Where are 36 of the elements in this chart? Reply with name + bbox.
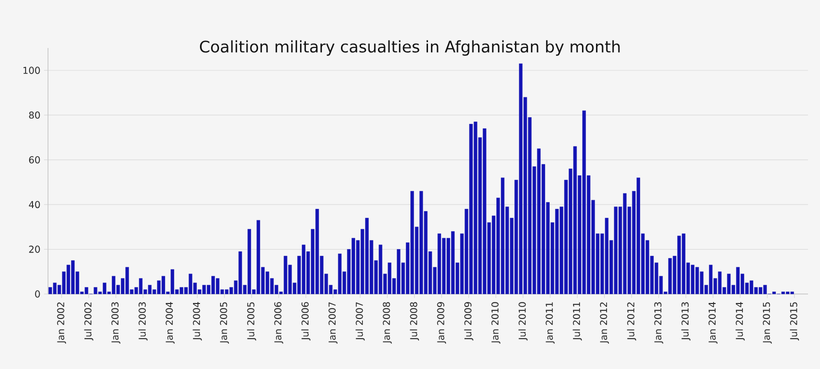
x-tick-label: Jan 2011 xyxy=(546,302,555,344)
x-tick-label: Jan 2015 xyxy=(762,302,772,344)
x-tick-label: Jul 2002 xyxy=(84,302,94,341)
x-tick-label: Jan 2009 xyxy=(437,302,446,344)
y-tick-label: 60 xyxy=(29,156,40,164)
x-tick-label: Jan 2010 xyxy=(491,302,500,344)
x-tick-label: Jul 2010 xyxy=(518,302,528,341)
x-tick-label: Jan 2006 xyxy=(274,302,284,344)
x-tick-label: Jan 2007 xyxy=(328,302,338,344)
x-tick-label: Jul 2014 xyxy=(736,302,745,341)
y-tick-label: 40 xyxy=(28,200,40,208)
x-tick-label: Jan 2013 xyxy=(654,302,664,344)
chart-title: Coalition military casualties in Afghanistan by month xyxy=(200,40,620,56)
x-tick-label: Jul 2007 xyxy=(356,302,365,341)
x-tick-label: Jan 2014 xyxy=(708,302,718,344)
x-tick-label: Jul 2004 xyxy=(192,302,202,341)
x-tick-label: Jul 2003 xyxy=(138,302,148,341)
x-tick-label: Jan 2008 xyxy=(382,302,392,344)
x-tick-label: Jan 2012 xyxy=(600,302,609,344)
bar xyxy=(772,292,776,294)
x-tick-label: Jul 2008 xyxy=(410,302,419,341)
y-tick-label: 0 xyxy=(35,290,40,298)
x-tick-label: Jul 2015 xyxy=(790,302,799,341)
x-tick-label: Jan 2002 xyxy=(57,302,66,344)
x-tick-label: Jul 2012 xyxy=(627,302,636,341)
y-tick-label: 100 xyxy=(23,66,40,74)
y-tick-label: 80 xyxy=(29,112,40,119)
x-tick-label: Jul 2009 xyxy=(464,302,474,341)
x-tick-label: Jul 2005 xyxy=(247,302,256,341)
x-tick-label: Jul 2006 xyxy=(301,302,310,341)
x-tick-label: Jul 2011 xyxy=(572,302,582,341)
y-tick-label: 20 xyxy=(29,246,40,253)
x-tick-label: Jul 2013 xyxy=(681,302,690,341)
x-tick-label: Jan 2004 xyxy=(166,302,175,344)
x-tick-label: Jan 2003 xyxy=(111,302,120,344)
x-tick-label: Jan 2005 xyxy=(220,302,229,344)
